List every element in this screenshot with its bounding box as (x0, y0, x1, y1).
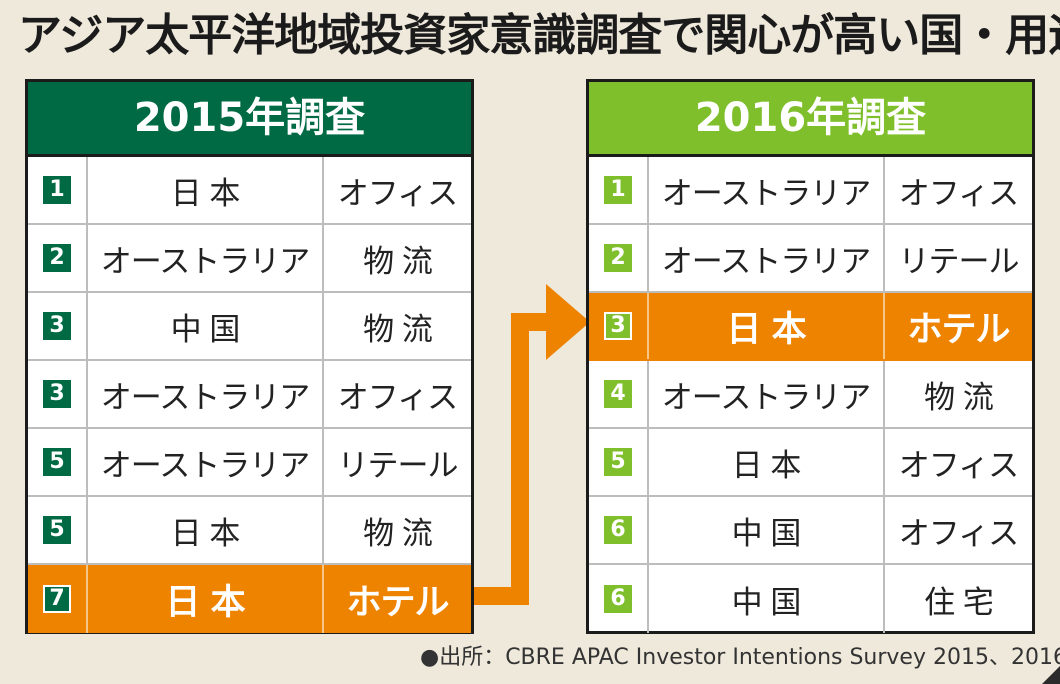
country-cell: 日 本 (649, 429, 885, 495)
table-row: 4 オーストラリア 物 流 (589, 361, 1032, 429)
country-cell: 中 国 (649, 497, 885, 563)
use-cell: 物 流 (363, 311, 433, 348)
page-corner (1042, 666, 1060, 684)
use-cell: リテール (898, 243, 1020, 280)
rank-cell: 1 (28, 157, 88, 223)
country-cell: 中 国 (649, 565, 885, 633)
rank-cell: 6 (589, 497, 649, 563)
country-cell: オーストラリア (88, 361, 324, 427)
rank-badge: 1 (604, 176, 632, 204)
table-row: 6 中 国 住 宅 (589, 565, 1032, 633)
rank-badge: 5 (604, 448, 632, 476)
use-cell: 物 流 (924, 379, 994, 416)
country-cell: オーストラリア (649, 225, 885, 291)
table-row: 1 オーストラリア オフィス (589, 157, 1032, 225)
rank-cell: 5 (589, 429, 649, 495)
rank-badge: 5 (43, 516, 71, 544)
table-row: 1 日 本オフィス (28, 157, 471, 225)
country-cell: 日 本 (649, 293, 885, 359)
country-cell: 日 本 (88, 565, 324, 633)
use-cell: ホテル (907, 309, 1010, 350)
table-row: 6 中 国オフィス (589, 497, 1032, 565)
use-cell: オフィス (898, 175, 1019, 212)
survey-2016-table: 2016年調査 1 オーストラリア オフィス 2 オーストラリア リテール 3 日 本ホテル 4… (586, 79, 1035, 634)
rank-cell: 3 (28, 293, 88, 359)
rank-badge: 5 (43, 448, 71, 476)
use-cell: オフィス (337, 379, 458, 416)
country-cell: オーストラリア (649, 157, 885, 223)
source-note: ●出所：CBRE APAC Investor Intentions Survey… (420, 645, 1060, 670)
country-cell: オーストラリア (649, 361, 885, 427)
rank-cell: 2 (28, 225, 88, 291)
rank-badge: 3 (43, 312, 71, 340)
table-row: 7 日 本ホテル (28, 565, 471, 633)
table-row: 3 中 国 物 流 (28, 293, 471, 361)
rank-badge: 3 (604, 312, 632, 340)
rank-cell: 6 (589, 565, 649, 633)
table-row: 3 オーストラリア オフィス (28, 361, 471, 429)
use-cell: オフィス (898, 515, 1019, 552)
rank-badge: 1 (43, 176, 71, 204)
survey-2016-header: 2016年調査 (589, 82, 1032, 157)
table-row: 2 オーストラリア リテール (589, 225, 1032, 293)
table-row: 2 オーストラリア 物 流 (28, 225, 471, 293)
rank-badge: 3 (43, 380, 71, 408)
country-cell: オーストラリア (88, 225, 324, 291)
rank-badge: 6 (604, 516, 632, 544)
rank-cell: 2 (589, 225, 649, 291)
table-row: 5 日 本 物 流 (28, 497, 471, 565)
country-cell: 中 国 (88, 293, 324, 359)
rank-cell: 4 (589, 361, 649, 427)
use-cell: オフィス (898, 447, 1019, 484)
rank-cell: 3 (589, 293, 649, 359)
use-cell: 物 流 (363, 515, 433, 552)
use-cell: 住 宅 (924, 584, 994, 621)
chart-title: アジア太平洋地域投資家意識調査で関心が高い国・用途 (18, 10, 1060, 61)
rank-cell: 1 (589, 157, 649, 223)
rank-cell: 5 (28, 429, 88, 495)
survey-2015-header: 2015年調査 (28, 82, 471, 157)
country-cell: オーストラリア (88, 429, 324, 495)
table-row: 5 日 本オフィス (589, 429, 1032, 497)
country-cell: 日 本 (88, 157, 324, 223)
use-cell: ホテル (346, 582, 449, 623)
rank-cell: 5 (28, 497, 88, 563)
rank-badge: 4 (604, 380, 632, 408)
rank-badge: 7 (43, 585, 71, 613)
table-row: 5 オーストラリア リテール (28, 429, 471, 497)
table-row: 3 日 本ホテル (589, 293, 1032, 361)
rank-cell: 7 (28, 565, 88, 633)
use-cell: 物 流 (363, 243, 433, 280)
rank-badge: 2 (43, 244, 71, 272)
use-cell: オフィス (337, 175, 458, 212)
country-cell: 日 本 (88, 497, 324, 563)
rank-badge: 6 (604, 585, 632, 613)
rank-cell: 3 (28, 361, 88, 427)
use-cell: リテール (337, 447, 459, 484)
rank-badge: 2 (604, 244, 632, 272)
